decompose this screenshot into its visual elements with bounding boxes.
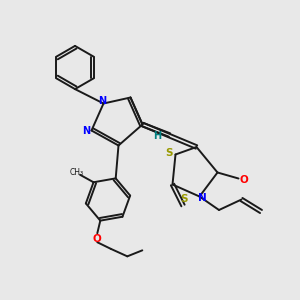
Text: O: O	[93, 234, 102, 244]
Text: H: H	[153, 131, 162, 141]
Text: N: N	[198, 193, 207, 203]
Text: S: S	[181, 194, 188, 204]
Text: S: S	[166, 148, 173, 158]
Text: N: N	[82, 125, 90, 136]
Text: O: O	[239, 175, 248, 185]
Text: N: N	[98, 95, 106, 106]
Text: CH₃: CH₃	[69, 168, 83, 177]
